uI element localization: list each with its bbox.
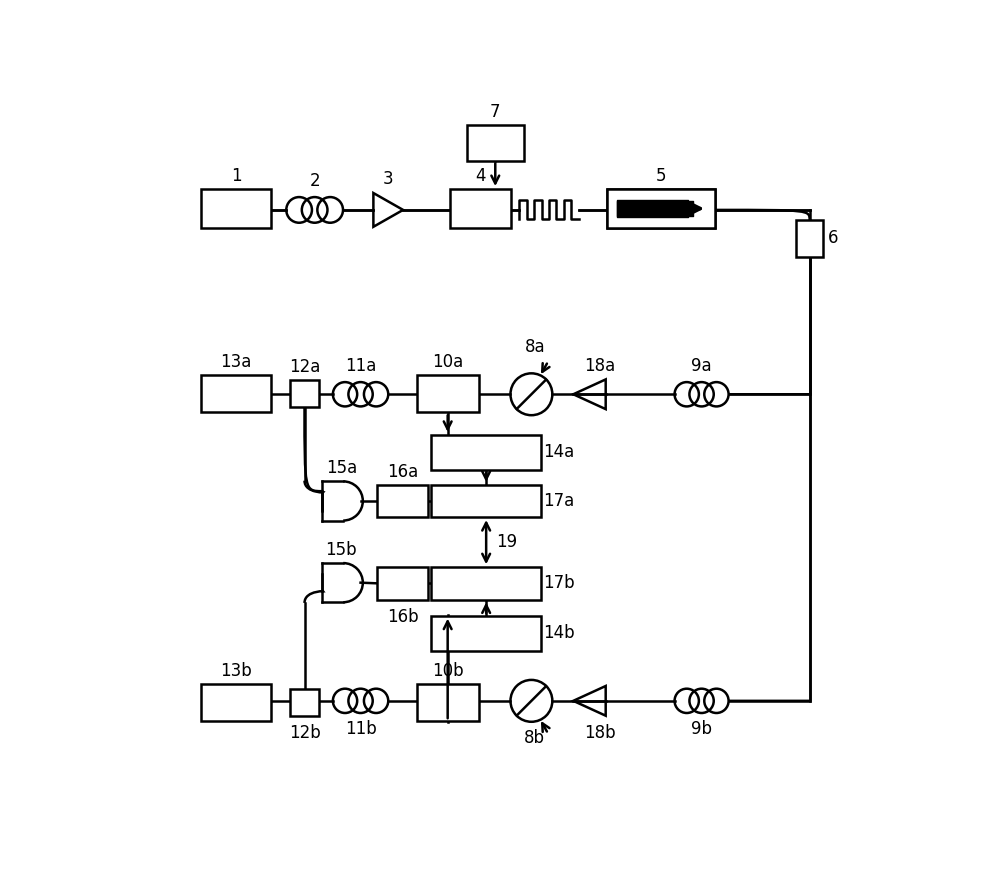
Text: 8b: 8b: [524, 729, 545, 746]
Bar: [377, 567, 428, 600]
Text: 9a: 9a: [691, 357, 712, 375]
Bar: [417, 375, 479, 412]
Text: 1: 1: [231, 167, 241, 185]
Text: 7: 7: [490, 103, 501, 121]
Bar: [201, 375, 271, 412]
Text: 13a: 13a: [220, 353, 252, 371]
Bar: [201, 684, 271, 721]
Bar: [431, 567, 541, 600]
Text: 11a: 11a: [345, 357, 376, 375]
Text: 3: 3: [383, 169, 394, 188]
Bar: [431, 435, 541, 470]
Text: 10a: 10a: [432, 353, 463, 371]
Text: 12b: 12b: [289, 724, 320, 742]
Text: 13b: 13b: [220, 662, 252, 680]
Text: 18b: 18b: [584, 724, 615, 742]
Bar: [201, 189, 271, 228]
Text: 16b: 16b: [387, 608, 419, 625]
Bar: [417, 684, 479, 721]
Text: 6: 6: [828, 229, 838, 247]
Text: 12a: 12a: [289, 358, 320, 376]
Text: 8a: 8a: [524, 339, 545, 356]
Text: 17a: 17a: [544, 492, 575, 510]
Bar: [607, 189, 715, 228]
Text: 2: 2: [309, 172, 320, 190]
Text: 10b: 10b: [432, 662, 463, 680]
Bar: [290, 380, 319, 407]
Text: 11b: 11b: [345, 720, 376, 738]
Text: 5: 5: [656, 167, 666, 185]
Bar: [796, 220, 823, 256]
Bar: [431, 485, 541, 517]
Bar: [377, 485, 428, 517]
Text: 15b: 15b: [326, 541, 357, 559]
Text: 16a: 16a: [387, 463, 418, 481]
Bar: [467, 125, 524, 160]
Text: 17b: 17b: [544, 574, 575, 592]
Text: 9b: 9b: [691, 720, 712, 738]
Bar: [290, 688, 319, 716]
Bar: [450, 189, 511, 228]
Text: 4: 4: [476, 167, 486, 185]
Text: 18a: 18a: [584, 357, 615, 375]
Bar: [431, 616, 541, 651]
Text: 15a: 15a: [326, 460, 357, 477]
Text: 19: 19: [496, 533, 517, 551]
Text: 14b: 14b: [544, 624, 575, 642]
Bar: [607, 189, 715, 228]
Text: 14a: 14a: [544, 444, 575, 461]
